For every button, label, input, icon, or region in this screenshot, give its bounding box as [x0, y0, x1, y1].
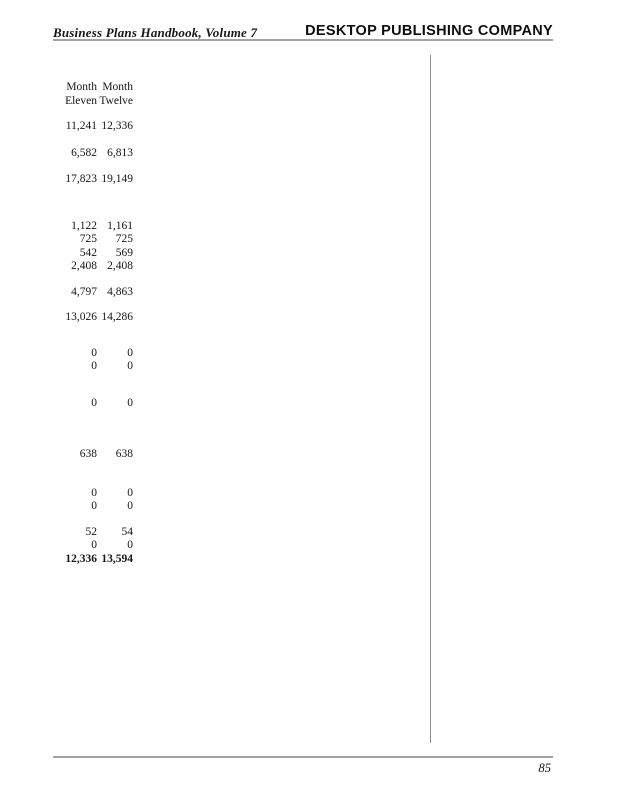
column-header-month-twelve: Month Twelve [99, 81, 133, 107]
table-row: 11,241 12,336 [37, 120, 133, 134]
cell-month-eleven: 12,336 [65, 552, 97, 565]
table-row: 2,408 2,408 [37, 260, 133, 274]
cell-month-eleven: 542 [79, 246, 97, 259]
table-row: 17,823 19,149 [37, 173, 133, 187]
table-group: 13,026 14,286 [37, 311, 133, 325]
cell-month-twelve: 6,813 [107, 146, 133, 159]
cell-month-twelve: 2,408 [107, 260, 133, 272]
cell-month-eleven: 0 [91, 360, 97, 372]
cell-month-eleven: 1,122 [71, 219, 97, 232]
table-row: 4,797 4,863 [37, 286, 133, 300]
cell-month-twelve: 0 [127, 360, 133, 372]
cell-month-twelve: 54 [121, 525, 134, 538]
column-header-row: Month Eleven Month Twelve [37, 81, 133, 108]
table-row: 52 54 [37, 525, 134, 540]
table-row: 13,026 14,286 [37, 311, 133, 325]
cell-month-eleven: 725 [79, 233, 97, 245]
table-group: 17,823 19,149 [37, 173, 133, 187]
cell-month-twelve: 19,149 [101, 173, 133, 185]
table-group: 638 638 [37, 448, 133, 462]
table-row: 6,582 6,813 [37, 147, 133, 161]
table-group: 1,122 1,161 725 725 542 569 2,408 2,408 [37, 220, 133, 274]
page-number: 85 [538, 761, 552, 775]
cell-month-twelve: 725 [115, 233, 133, 245]
cell-month-twelve: 0 [127, 539, 133, 551]
table-group: 4,797 4,863 [37, 286, 133, 300]
cell-month-twelve: 14,286 [101, 311, 133, 323]
table-row: 1,122 1,161 [37, 220, 133, 234]
cell-month-twelve: 0 [127, 500, 133, 512]
cell-month-eleven: 13,026 [65, 311, 97, 323]
table-row: 638 638 [37, 448, 133, 462]
cell-month-eleven: 6,582 [71, 146, 97, 159]
column-header-month-eleven: Month Eleven [65, 81, 97, 107]
cell-month-eleven: 0 [91, 539, 97, 551]
cell-month-twelve: 0 [127, 396, 133, 409]
financial-table: Month Eleven Month Twelve 11,241 12,336 6,… [37, 81, 133, 566]
cell-month-eleven: 0 [91, 500, 97, 512]
cell-month-twelve: 13,594 [101, 552, 133, 565]
cell-month-eleven: 17,823 [65, 173, 97, 185]
cell-month-eleven: 2,408 [71, 260, 97, 272]
cell-month-twelve: 0 [127, 346, 133, 359]
cell-month-eleven: 0 [91, 346, 97, 359]
cell-month-twelve: 1,161 [107, 219, 133, 232]
cell-month-eleven: 11,241 [65, 120, 97, 132]
cell-month-twelve: 4,863 [107, 285, 133, 298]
cell-month-eleven: 0 [91, 396, 97, 409]
cell-month-eleven: 0 [91, 486, 97, 499]
company-title: DESKTOP PUBLISHING COMPANY [305, 23, 553, 39]
header-rule [53, 39, 553, 41]
table-group: 6,582 6,813 [37, 147, 133, 161]
footer-rule [53, 756, 553, 758]
table-total-row: 12,336 13,594 [37, 553, 133, 567]
table-group: 52 54 0 0 12,336 13,594 [37, 526, 133, 567]
table-row: 725 725 [37, 233, 133, 247]
cell-month-eleven: 638 [79, 448, 97, 460]
column-divider-line [430, 55, 431, 743]
running-title: Business Plans Handbook, Volume 7 [53, 25, 258, 40]
cell-month-twelve: 638 [115, 448, 133, 460]
cell-month-eleven: 4,797 [71, 285, 97, 298]
cell-month-twelve: 569 [115, 246, 133, 259]
table-row: 542 569 [37, 247, 133, 261]
cell-month-twelve: 0 [127, 486, 133, 499]
table-body: 11,241 12,336 6,582 6,813 17,823 19,149 1,122 1… [37, 120, 133, 566]
cell-month-twelve: 12,336 [101, 120, 133, 132]
cell-month-eleven: 52 [85, 525, 98, 538]
table-group: 11,241 12,336 [37, 120, 133, 134]
